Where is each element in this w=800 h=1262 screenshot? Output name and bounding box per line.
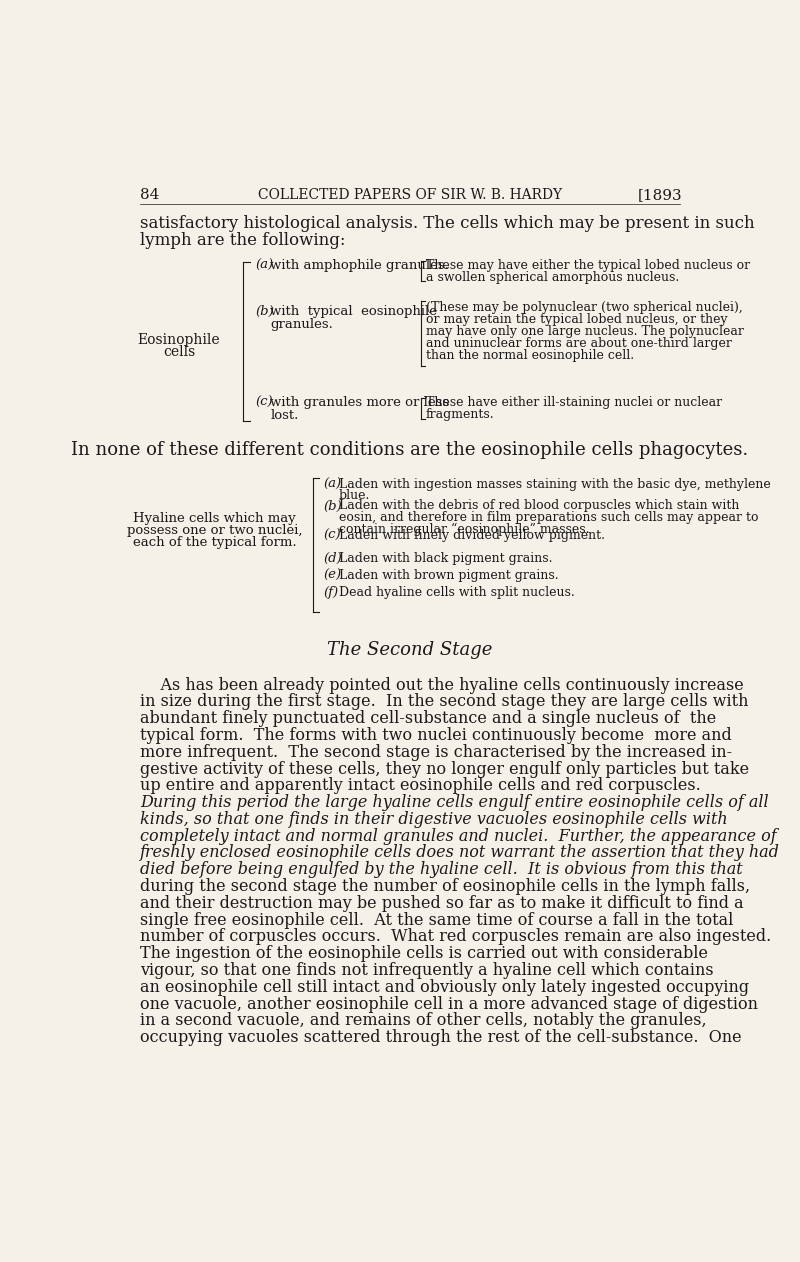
Text: COLLECTED PAPERS OF SIR W. B. HARDY: COLLECTED PAPERS OF SIR W. B. HARDY xyxy=(258,188,562,202)
Text: Dead hyaline cells with split nucleus.: Dead hyaline cells with split nucleus. xyxy=(338,586,574,598)
Text: (d): (d) xyxy=(323,551,342,565)
Text: completely intact and normal granules and nuclei.  Further, the appearance of: completely intact and normal granules an… xyxy=(140,828,777,844)
Text: with amphophile granules.: with amphophile granules. xyxy=(270,259,450,273)
Text: and uninuclear forms are about one-third larger: and uninuclear forms are about one-third… xyxy=(426,337,731,350)
Text: in a second vacuole, and remains of other cells, notably the granules,: in a second vacuole, and remains of othe… xyxy=(140,1012,707,1030)
Text: fragments.: fragments. xyxy=(426,408,494,420)
Text: Eosinophile: Eosinophile xyxy=(138,333,220,347)
Text: (b): (b) xyxy=(323,500,342,512)
Text: up entire and apparently intact eosinophile cells and red corpuscles.: up entire and apparently intact eosinoph… xyxy=(140,777,701,794)
Text: in size during the first stage.  In the second stage they are large cells with: in size during the first stage. In the s… xyxy=(140,693,749,711)
Text: Hyaline cells which may: Hyaline cells which may xyxy=(134,512,296,525)
Text: Laden with brown pigment grains.: Laden with brown pigment grains. xyxy=(338,569,558,582)
Text: contain irregular “eosinophile” masses.: contain irregular “eosinophile” masses. xyxy=(338,522,589,536)
Text: during the second stage the number of eosinophile cells in the lymph falls,: during the second stage the number of eo… xyxy=(140,878,750,895)
Text: vigour, so that one finds not infrequently a hyaline cell which contains: vigour, so that one finds not infrequent… xyxy=(140,962,714,979)
Text: with granules more or less: with granules more or less xyxy=(270,396,450,409)
Text: Laden with finely divided yellow pigment.: Laden with finely divided yellow pigment… xyxy=(338,529,605,541)
Text: satisfactory histological analysis. The cells which may be present in such: satisfactory histological analysis. The … xyxy=(140,215,755,232)
Text: (e): (e) xyxy=(323,569,342,582)
Text: Laden with the debris of red blood corpuscles which stain with: Laden with the debris of red blood corpu… xyxy=(338,500,739,512)
Text: freshly enclosed eosinophile cells does not warrant the assertion that they had: freshly enclosed eosinophile cells does … xyxy=(140,844,780,862)
Text: number of corpuscles occurs.  What red corpuscles remain are also ingested.: number of corpuscles occurs. What red co… xyxy=(140,929,771,945)
Text: The Second Stage: The Second Stage xyxy=(327,641,493,659)
Text: kinds, so that one finds in their digestive vacuoles eosinophile cells with: kinds, so that one finds in their digest… xyxy=(140,811,728,828)
Text: died before being engulfed by the hyaline cell.  It is obvious from this that: died before being engulfed by the hyalin… xyxy=(140,861,743,878)
Text: Laden with ingestion masses staining with the basic dye, methylene: Laden with ingestion masses staining wit… xyxy=(338,478,770,491)
Text: These have either ill-staining nuclei or nuclear: These have either ill-staining nuclei or… xyxy=(426,396,722,409)
Text: These may have either the typical lobed nucleus or: These may have either the typical lobed … xyxy=(426,259,750,273)
Text: gestive activity of these cells, they no longer engulf only particles but take: gestive activity of these cells, they no… xyxy=(140,761,750,777)
Text: The ingestion of the eosinophile cells is carried out with considerable: The ingestion of the eosinophile cells i… xyxy=(140,945,708,962)
Text: than the normal eosinophile cell.: than the normal eosinophile cell. xyxy=(426,348,634,361)
Text: may have only one large nucleus. The polynuclear: may have only one large nucleus. The pol… xyxy=(426,324,743,338)
Text: single free eosinophile cell.  At the same time of course a fall in the total: single free eosinophile cell. At the sam… xyxy=(140,911,734,929)
Text: blue.: blue. xyxy=(338,490,370,502)
Text: Laden with black pigment grains.: Laden with black pigment grains. xyxy=(338,551,552,565)
Text: a swollen spherical amorphous nucleus.: a swollen spherical amorphous nucleus. xyxy=(426,271,678,284)
Text: (a): (a) xyxy=(255,259,273,273)
Text: eosin, and therefore in film preparations such cells may appear to: eosin, and therefore in film preparation… xyxy=(338,511,758,524)
Text: more infrequent.  The second stage is characterised by the increased in-: more infrequent. The second stage is cha… xyxy=(140,743,733,761)
Text: an eosinophile cell still intact and obviously only lately ingested occupying: an eosinophile cell still intact and obv… xyxy=(140,979,750,996)
Text: one vacuole, another eosinophile cell in a more advanced stage of digestion: one vacuole, another eosinophile cell in… xyxy=(140,996,758,1012)
Text: lymph are the following:: lymph are the following: xyxy=(140,231,346,249)
Text: In none of these different conditions are the eosinophile cells phagocytes.: In none of these different conditions ar… xyxy=(71,440,749,459)
Text: (These may be polynuclear (two spherical nuclei),: (These may be polynuclear (two spherical… xyxy=(426,300,742,314)
Text: or may retain the typical lobed nucleus, or they: or may retain the typical lobed nucleus,… xyxy=(426,313,727,326)
Text: typical form.  The forms with two nuclei continuously become  more and: typical form. The forms with two nuclei … xyxy=(140,727,732,743)
Text: abundant finely punctuated cell-substance and a single nucleus of  the: abundant finely punctuated cell-substanc… xyxy=(140,711,717,727)
Text: with  typical  eosinophile: with typical eosinophile xyxy=(270,305,438,318)
Text: (c): (c) xyxy=(323,529,341,541)
Text: (f): (f) xyxy=(323,586,338,598)
Text: cells: cells xyxy=(163,346,195,360)
Text: (a): (a) xyxy=(323,478,342,491)
Text: During this period the large hyaline cells engulf entire eosinophile cells of al: During this period the large hyaline cel… xyxy=(140,794,769,811)
Text: 84: 84 xyxy=(140,188,160,202)
Text: possess one or two nuclei,: possess one or two nuclei, xyxy=(127,524,302,538)
Text: each of the typical form.: each of the typical form. xyxy=(133,536,297,549)
Text: lost.: lost. xyxy=(270,409,299,422)
Text: and their destruction may be pushed so far as to make it difficult to find a: and their destruction may be pushed so f… xyxy=(140,895,744,912)
Text: (c): (c) xyxy=(255,396,273,409)
Text: occupying vacuoles scattered through the rest of the cell-substance.  One: occupying vacuoles scattered through the… xyxy=(140,1029,742,1046)
Text: granules.: granules. xyxy=(270,318,334,331)
Text: As has been already pointed out the hyaline cells continuously increase: As has been already pointed out the hyal… xyxy=(140,676,744,694)
Text: (b): (b) xyxy=(255,305,274,318)
Text: [1893: [1893 xyxy=(638,188,683,202)
